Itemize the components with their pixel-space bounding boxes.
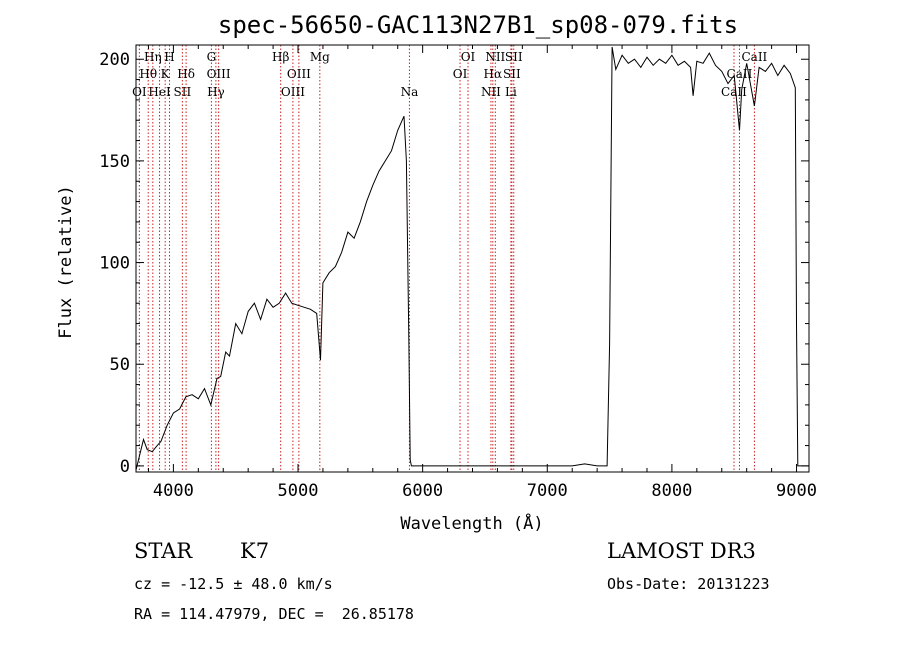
spectral-line-label-15: Na bbox=[401, 85, 419, 99]
observation-date: Obs-Date: 20131223 bbox=[607, 575, 770, 593]
spectral-line-label-4: K bbox=[161, 67, 171, 81]
y-axis-label: Flux (relative) bbox=[56, 185, 76, 339]
y-axis-ticks: 0 50 100 150 200 bbox=[99, 50, 809, 477]
spectral-line-label-21: Li bbox=[505, 85, 517, 99]
spectral-line-label-17: OI bbox=[461, 50, 476, 64]
spectral-line-label-16: OI bbox=[453, 67, 468, 81]
spectral-line-label-9: Hγ bbox=[207, 85, 225, 99]
spectral-line-label-12: OIII bbox=[281, 85, 305, 99]
spectral-line-label-13: OIII bbox=[287, 67, 311, 81]
object-class: STAR bbox=[134, 539, 193, 563]
spectral-line-label-22: SII bbox=[503, 67, 521, 81]
coordinates: RA = 114.47979, DEC = 26.85178 bbox=[134, 605, 414, 623]
spectral-line-label-0: OI bbox=[132, 85, 147, 99]
spectral-line-label-20: NII bbox=[485, 50, 505, 64]
spectrum-series-flux bbox=[135, 46, 809, 471]
spectral-line-label-23: SII bbox=[505, 50, 523, 64]
spectral-line-label-26: CaII bbox=[741, 50, 767, 64]
plot-frame bbox=[135, 44, 810, 473]
spectral-line-labels-layer: OI Hθ Hη HeI KH SII Hδ G Hγ OIII Hβ OIII OIII Mg Na OI O… bbox=[132, 50, 767, 99]
y-tick-label-4: 200 bbox=[99, 50, 130, 70]
y-tick-label-1: 50 bbox=[110, 355, 130, 375]
spectral-line-label-14: Mg bbox=[310, 50, 330, 64]
spectral-line-label-5: H bbox=[164, 50, 174, 64]
x-tick-label-1: 5000 bbox=[278, 481, 319, 501]
spectral-line-label-19: Hα bbox=[484, 67, 503, 81]
spectral-lines-layer bbox=[138, 45, 755, 472]
chart-title: spec-56650-GAC113N27B1_sp08-079.fits bbox=[218, 11, 738, 39]
spectral-line-label-1: Hθ bbox=[139, 67, 157, 81]
spectral-line-label-8: G bbox=[207, 50, 217, 64]
x-tick-label-2: 6000 bbox=[402, 481, 443, 501]
x-tick-label-4: 8000 bbox=[651, 481, 692, 501]
spectral-line-label-3: HeI bbox=[148, 85, 171, 99]
object-subclass: K7 bbox=[240, 539, 270, 563]
spectral-line-label-10: OIII bbox=[207, 67, 231, 81]
spectral-line-label-6: SII bbox=[174, 85, 192, 99]
x-tick-label-5: 9000 bbox=[776, 481, 817, 501]
spectral-line-label-18: NII bbox=[481, 85, 501, 99]
spectral-line-label-11: Hβ bbox=[272, 50, 289, 64]
y-tick-label-0: 0 bbox=[120, 457, 130, 477]
x-tick-label-3: 7000 bbox=[527, 481, 568, 501]
spectral-line-label-7: Hδ bbox=[177, 67, 195, 81]
spectral-line-label-24: CaII bbox=[721, 85, 747, 99]
y-tick-label-2: 100 bbox=[99, 254, 130, 274]
survey-name: LAMOST DR3 bbox=[607, 539, 756, 563]
spectral-line-label-2: Hη bbox=[144, 50, 162, 64]
x-tick-label-0: 4000 bbox=[153, 481, 194, 501]
redshift-velocity: cz = -12.5 ± 48.0 km/s bbox=[134, 575, 333, 593]
y-tick-label-3: 150 bbox=[99, 152, 130, 172]
x-axis-ticks: 4000 5000 6000 7000 8000 9000 bbox=[147, 45, 817, 501]
x-axis-label: Wavelength (Å) bbox=[400, 512, 543, 534]
